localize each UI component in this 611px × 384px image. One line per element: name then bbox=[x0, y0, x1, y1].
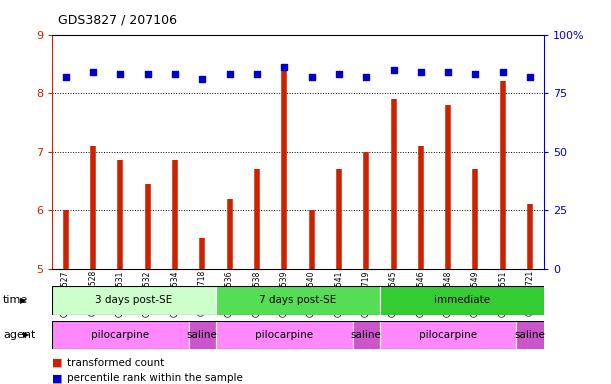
Text: saline: saline bbox=[514, 330, 546, 340]
Text: percentile rank within the sample: percentile rank within the sample bbox=[67, 373, 243, 383]
Text: pilocarpine: pilocarpine bbox=[91, 330, 149, 340]
Text: GDS3827 / 207106: GDS3827 / 207106 bbox=[58, 13, 177, 26]
Text: ■: ■ bbox=[52, 373, 62, 383]
Text: pilocarpine: pilocarpine bbox=[419, 330, 477, 340]
Point bbox=[525, 74, 535, 80]
Bar bbox=[52, 321, 189, 349]
Point bbox=[225, 71, 235, 78]
Point bbox=[498, 69, 508, 75]
Bar bbox=[516, 321, 544, 349]
Point bbox=[443, 69, 453, 75]
Point bbox=[470, 71, 480, 78]
Point bbox=[389, 67, 398, 73]
Point bbox=[143, 71, 153, 78]
Text: pilocarpine: pilocarpine bbox=[255, 330, 313, 340]
Bar bbox=[216, 321, 353, 349]
Point bbox=[88, 69, 98, 75]
Text: saline: saline bbox=[351, 330, 382, 340]
Text: 7 days post-SE: 7 days post-SE bbox=[259, 295, 337, 306]
Bar bbox=[189, 321, 216, 349]
Point bbox=[361, 74, 371, 80]
Text: immediate: immediate bbox=[434, 295, 490, 306]
Text: ▶: ▶ bbox=[23, 330, 30, 339]
Point bbox=[307, 74, 316, 80]
Point bbox=[60, 74, 70, 80]
Text: agent: agent bbox=[3, 330, 35, 340]
Bar bbox=[353, 321, 380, 349]
Point bbox=[416, 69, 426, 75]
Text: ▶: ▶ bbox=[20, 296, 27, 305]
Text: transformed count: transformed count bbox=[67, 358, 164, 368]
Bar bbox=[380, 286, 544, 315]
Point bbox=[170, 71, 180, 78]
Text: time: time bbox=[3, 295, 28, 305]
Bar bbox=[216, 286, 380, 315]
Text: saline: saline bbox=[187, 330, 218, 340]
Point bbox=[279, 64, 289, 70]
Bar bbox=[380, 321, 516, 349]
Text: 3 days post-SE: 3 days post-SE bbox=[95, 295, 172, 306]
Point bbox=[115, 71, 125, 78]
Bar bbox=[52, 286, 216, 315]
Point bbox=[197, 76, 207, 82]
Point bbox=[252, 71, 262, 78]
Text: ■: ■ bbox=[52, 358, 62, 368]
Point bbox=[334, 71, 344, 78]
